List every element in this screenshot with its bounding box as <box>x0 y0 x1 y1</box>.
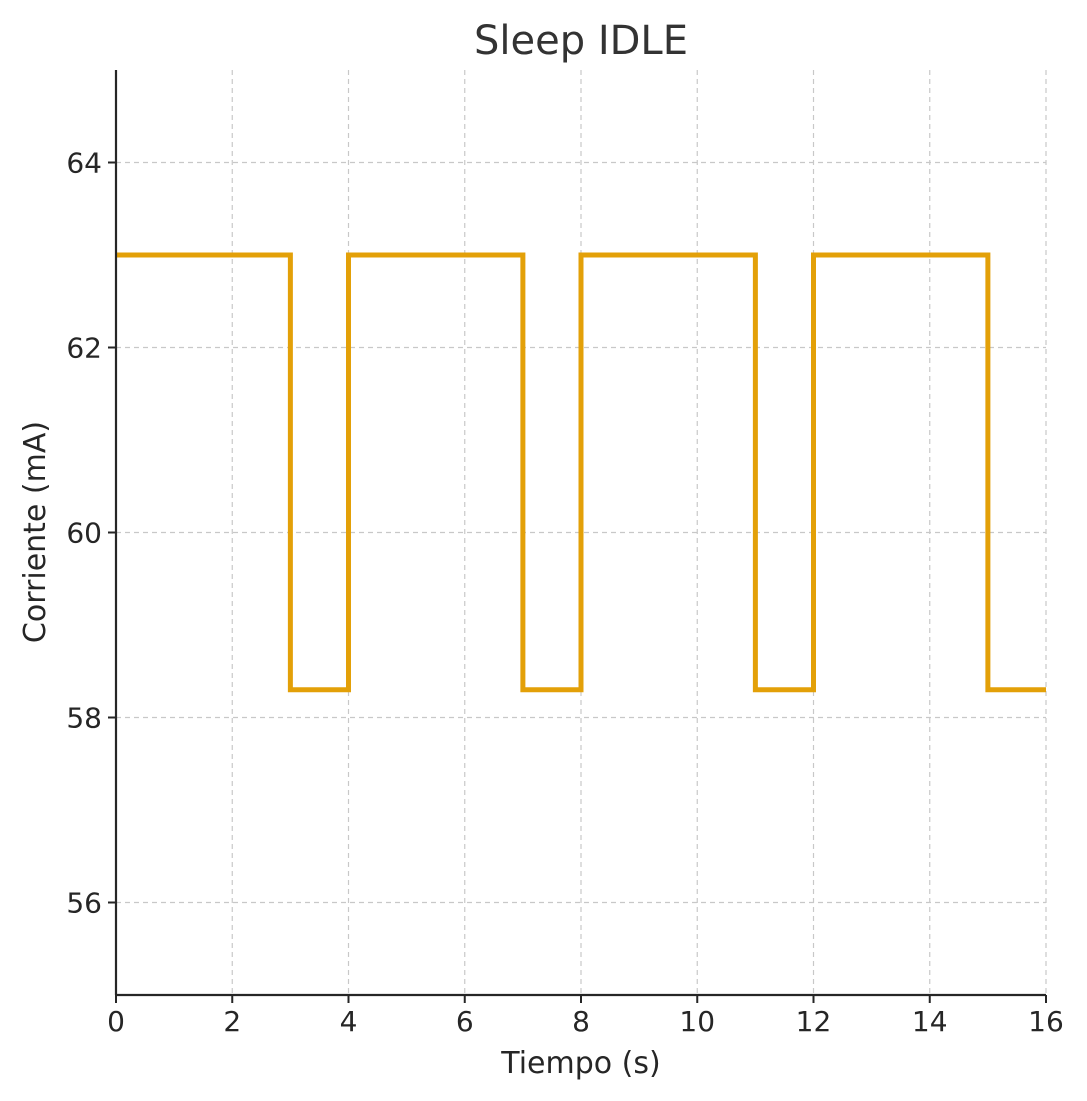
x-tick-label: 8 <box>572 1005 590 1038</box>
y-tick-label: 64 <box>66 147 102 180</box>
x-ticks: 0 2 4 6 8 10 12 14 16 <box>107 995 1064 1038</box>
x-tick-label: 4 <box>340 1005 358 1038</box>
x-tick-label: 6 <box>456 1005 474 1038</box>
y-tick-label: 60 <box>66 517 102 550</box>
x-tick-label: 12 <box>796 1005 832 1038</box>
y-tick-label: 58 <box>66 702 102 735</box>
series-line <box>116 252 1046 693</box>
x-axis-label: Tiempo (s) <box>500 1046 660 1081</box>
chart-title: Sleep IDLE <box>474 18 688 64</box>
x-tick-label: 0 <box>107 1005 125 1038</box>
series-layer <box>116 252 1046 693</box>
y-tick-label: 62 <box>66 332 102 365</box>
x-tick-label: 16 <box>1028 1005 1064 1038</box>
y-axis-label: Corriente (mA) <box>18 421 53 643</box>
y-ticks: 56 58 60 62 64 <box>66 147 116 920</box>
x-tick-label: 10 <box>679 1005 715 1038</box>
y-tick-label: 56 <box>66 887 102 920</box>
x-tick-label: 14 <box>912 1005 948 1038</box>
x-tick-label: 2 <box>223 1005 241 1038</box>
